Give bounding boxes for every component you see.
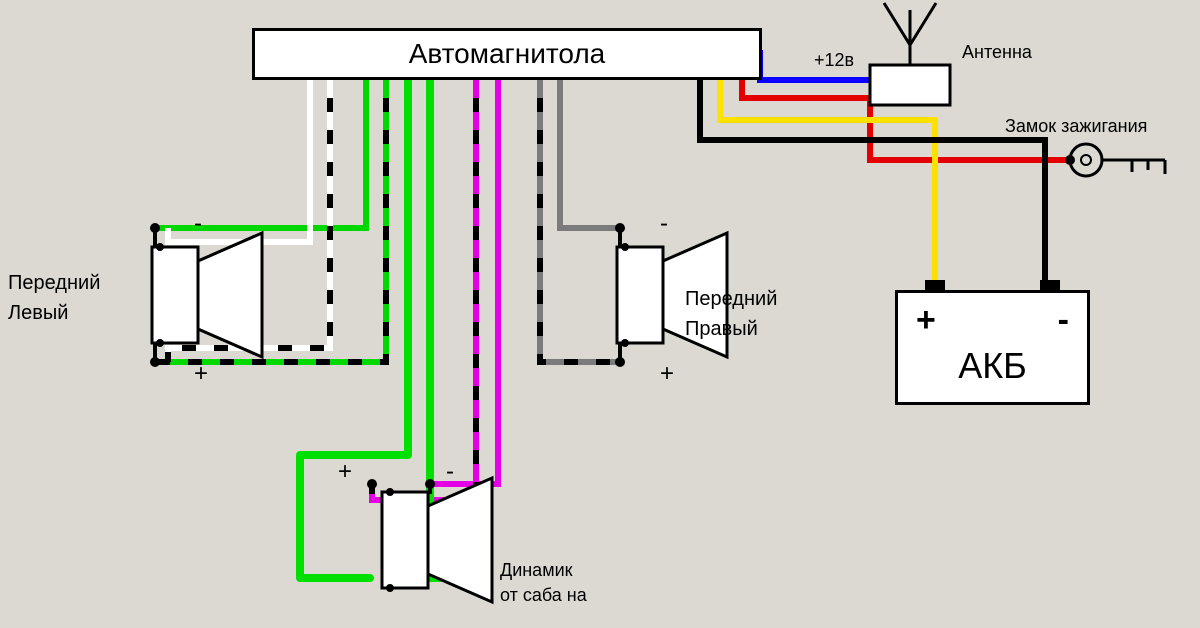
head-unit-box: Автомагнитола [252, 28, 762, 80]
ignition-label: Замок зажигания [1005, 116, 1147, 137]
front-right-label-2: Правый [685, 318, 758, 341]
front-left-label-2: Левый [8, 302, 68, 325]
head-unit-label: Автомагнитола [409, 38, 606, 70]
battery-box: + - АКБ [895, 290, 1090, 405]
fl-plus: + [194, 360, 208, 388]
fl-minus: - [194, 210, 202, 238]
front-left-label-1: Передний [8, 272, 100, 295]
FL-white [168, 80, 310, 242]
speaker-sub-cone [428, 478, 492, 602]
speaker-front-right-body [617, 247, 663, 343]
fr-plus: + [660, 360, 674, 388]
FR-plus-gray-dash [540, 80, 620, 362]
sub-minus: - [446, 458, 454, 486]
antenna-module [870, 65, 950, 105]
antenna-label: Антенна [962, 42, 1032, 63]
sub-label-1: Динамик [500, 560, 573, 581]
FR-minus-gray [560, 80, 620, 228]
sub-minus-magenta [430, 80, 498, 484]
sub-plus: + [338, 458, 352, 486]
speaker-sub-body [382, 492, 428, 588]
front-right-label-1: Передний [685, 288, 777, 311]
plus12v-label: +12в [814, 50, 854, 71]
sub-label-2: от саба на [500, 585, 587, 606]
FL-minus-green [155, 80, 366, 228]
battery-plus: + [916, 301, 936, 340]
fr-minus: - [660, 210, 668, 238]
battery-label: АКБ [898, 345, 1087, 387]
battery-minus: - [1058, 301, 1069, 340]
speaker-front-left-cone [198, 233, 262, 357]
speaker-front-left-body [152, 247, 198, 343]
